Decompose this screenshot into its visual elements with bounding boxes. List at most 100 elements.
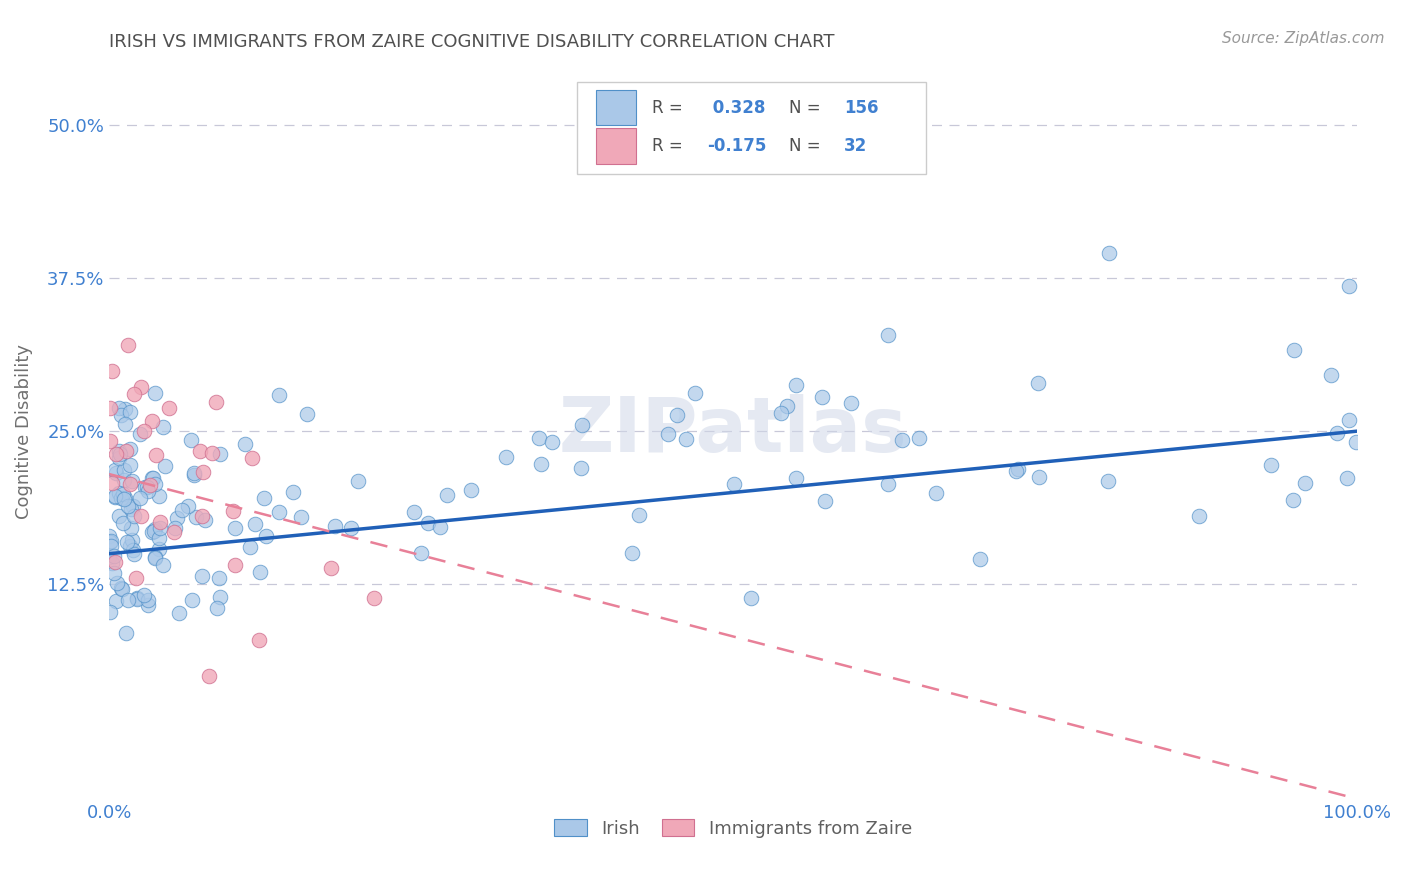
Point [1337,412,1360,426]
Point [122,508,145,523]
Point [1344,434,1367,449]
Point [110,582,132,597]
Point [205,600,228,615]
Point [224,558,246,572]
Point [103,549,125,563]
Point [183,468,205,483]
Point [103,566,125,580]
Point [769,406,792,420]
Point [194,513,217,527]
Point [153,459,176,474]
Point [908,431,931,445]
Point [249,565,271,579]
Point [139,478,162,492]
Point [105,575,128,590]
Point [191,569,214,583]
Y-axis label: Cognitive Disability: Cognitive Disability [15,343,32,518]
Point [98,529,121,543]
Point [115,444,138,458]
Point [122,387,145,401]
Text: Source: ZipAtlas.com: Source: ZipAtlas.com [1222,31,1385,46]
Point [295,407,318,421]
Point [104,489,127,503]
Point [1260,458,1282,472]
Point [188,444,211,458]
Point [785,471,807,485]
Point [143,550,166,565]
Point [120,476,142,491]
Text: IRISH VS IMMIGRANTS FROM ZAIRE COGNITIVE DISABILITY CORRELATION CHART: IRISH VS IMMIGRANTS FROM ZAIRE COGNITIVE… [110,33,835,51]
Point [114,491,136,505]
Point [112,486,135,500]
Point [1026,376,1049,390]
Point [177,500,200,514]
Point [1282,343,1305,357]
Point [204,395,226,409]
Point [208,571,231,585]
Point [117,499,139,513]
Point [148,489,170,503]
Point [811,390,834,404]
Point [208,590,231,604]
Point [253,491,276,505]
Point [201,446,224,460]
Point [166,511,188,525]
Point [138,592,160,607]
Point [136,598,159,612]
Point [107,509,129,524]
Point [141,525,163,540]
Point [129,380,152,394]
Point [135,481,157,495]
Point [104,594,127,608]
Point [114,401,136,416]
Point [460,483,482,497]
Point [108,443,131,458]
Point [117,338,139,352]
Point [627,508,650,522]
Point [740,591,762,605]
Point [117,593,139,607]
Point [104,490,127,504]
Point [571,418,593,433]
Point [666,408,689,422]
Point [141,414,163,428]
Point [100,401,122,415]
Point [181,592,204,607]
Point [143,385,166,400]
Point [411,546,433,560]
Point [121,533,143,548]
Text: N =: N = [789,136,827,155]
Point [142,471,165,485]
Point [1098,246,1121,260]
Point [239,541,262,555]
Point [98,434,121,448]
Point [254,529,277,543]
Point [191,508,214,523]
Point [162,524,184,539]
FancyBboxPatch shape [576,82,927,174]
Point [569,461,592,475]
Point [145,448,167,462]
Point [541,435,564,450]
Bar [596,90,636,125]
Point [143,551,166,566]
Point [163,520,186,534]
Point [240,451,263,466]
Point [1326,425,1348,440]
Point [1282,493,1305,508]
Point [105,466,128,480]
Point [101,556,124,570]
Point [785,378,807,392]
Point [157,401,180,416]
Point [1336,470,1358,484]
Point [108,486,131,500]
Point [813,494,835,508]
Point [683,386,706,401]
Point [110,581,132,595]
Text: 32: 32 [844,136,868,155]
Point [143,524,166,539]
Point [121,474,143,488]
Point [675,432,697,446]
Point [107,450,129,465]
Point [129,508,152,523]
